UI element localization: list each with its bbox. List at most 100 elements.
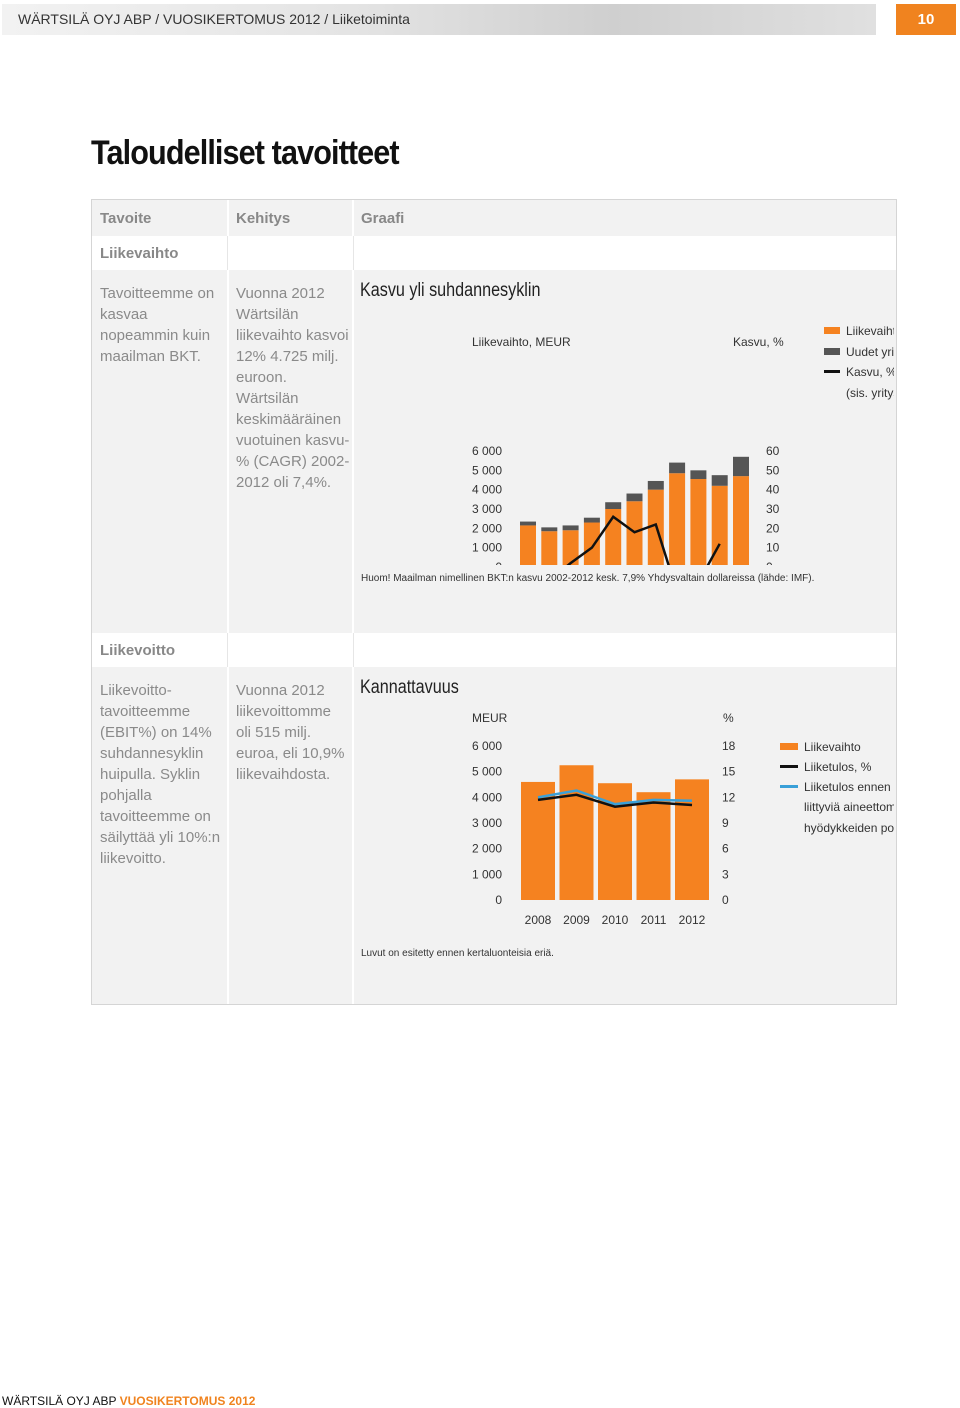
chart2-y-tick: 3 000 bbox=[472, 816, 502, 830]
chart1-y-tick: 0 bbox=[495, 560, 502, 565]
chart2-y2-tick: 6 bbox=[722, 842, 729, 856]
chart1-bar bbox=[583, 522, 600, 565]
chart2-y-tick: 1 000 bbox=[472, 867, 502, 881]
chart1-y-tick: 4 000 bbox=[472, 483, 502, 497]
chart2-y-tick: 0 bbox=[495, 893, 502, 907]
section-title-revenue: Liikevaihto bbox=[100, 245, 179, 262]
chart1-bar bbox=[711, 485, 728, 565]
chart2-bar bbox=[636, 792, 671, 900]
progress-text-revenue: Vuonna 2012 Wärtsilän liikevaihto kasvoi… bbox=[236, 285, 350, 491]
section-title-ebit: Liikevoitto bbox=[100, 642, 176, 659]
chart1-bar-acquisition bbox=[733, 456, 749, 477]
growth-chart: Liikevaihto, MEUR Kasvu, % 6 000 5 000 4 000… bbox=[472, 324, 894, 565]
chart1-y2-tick: 50 bbox=[766, 463, 780, 477]
chart1-bar bbox=[541, 531, 558, 565]
footer-report: VUOSIKERTOMUS 2012 bbox=[119, 1394, 256, 1408]
chart1-y2-tick: 30 bbox=[766, 502, 780, 516]
chart1-bar-acquisition bbox=[647, 480, 664, 490]
chart2-y2-label: % bbox=[723, 711, 734, 725]
legend-swatch-acquisitions bbox=[824, 348, 840, 355]
chart2-bar bbox=[559, 765, 594, 900]
chart1-bar-acquisition bbox=[520, 521, 536, 526]
chart1-y-tick: 2 000 bbox=[472, 521, 502, 535]
column-header-chart: Graafi bbox=[361, 210, 405, 227]
chart2-legend-label: Liiketulos ennen yritysostoihin bbox=[804, 780, 894, 794]
footer-company: WÄRTSILÄ OYJ ABP bbox=[2, 1394, 117, 1408]
chart1-y2-tick: 10 bbox=[766, 541, 780, 555]
chart1-bar bbox=[733, 476, 749, 565]
chart2-legend-label: Liikevaihto bbox=[804, 740, 861, 754]
legend-label-growth-note: (sis. yritysostot) bbox=[846, 386, 894, 400]
legend-swatch-revenue bbox=[824, 327, 840, 334]
page-title: Taloudelliset tavoitteet bbox=[91, 134, 400, 172]
progress-text-ebit: Vuonna 2012 liikevoittomme oli 515 milj.… bbox=[236, 682, 345, 783]
chart2-y-tick: 5 000 bbox=[472, 765, 502, 779]
chart1-growth-line bbox=[566, 514, 721, 565]
profitability-chart: MEUR % 6 000 5 000 4 000 3 000 2 000 1 000 0 18 15… bbox=[472, 711, 894, 927]
chart1-bar-acquisition bbox=[562, 525, 579, 531]
chart2-x-tick: 2008 bbox=[525, 913, 552, 927]
chart2-y-tick: 4 000 bbox=[472, 790, 502, 804]
chart1-y2-label: Kasvu, % bbox=[733, 335, 784, 349]
chart1-bar-acquisition bbox=[626, 493, 643, 502]
goal-text-ebit: Liikevoitto-tavoitteemme (EBIT%) on 14% … bbox=[100, 682, 221, 867]
header-bar: WÄRTSILÄ OYJ ABP / VUOSIKERTOMUS 2012 / … bbox=[2, 4, 876, 35]
chart1-bar-acquisition bbox=[541, 527, 558, 532]
chart2-legend-label: Liiketulos, % bbox=[804, 760, 872, 774]
chart2-legend-label: liittyviä aineettomien bbox=[804, 800, 894, 814]
page-number: 10 bbox=[896, 4, 956, 35]
chart1-y2-tick: 60 bbox=[766, 444, 780, 458]
chart2-legend-label: hyödykkeiden poistoja, % bbox=[804, 821, 894, 835]
column-header-progress: Kehitys bbox=[236, 210, 291, 227]
section-row-bg bbox=[92, 633, 896, 667]
chart1-y2-tick: 0 bbox=[766, 560, 773, 565]
chart1-y2-tick: 20 bbox=[766, 521, 780, 535]
legend-swatch-ebita bbox=[780, 785, 798, 788]
legend-swatch-ebit bbox=[780, 765, 798, 768]
chart2-ebita-line bbox=[537, 789, 693, 806]
chart1-bar-acquisition bbox=[669, 462, 686, 474]
chart2-y2-tick: 0 bbox=[722, 893, 729, 907]
column-header-goal: Tavoite bbox=[100, 210, 152, 227]
objectives-table: Tavoite Kehitys Graafi Liikevaihto Tavoi… bbox=[91, 199, 897, 1005]
chart1-bar-acquisition bbox=[605, 502, 622, 509]
legend-swatch-revenue bbox=[780, 743, 798, 750]
chart2-title: Kannattavuus bbox=[360, 677, 459, 698]
chart2-y2-tick: 15 bbox=[722, 765, 736, 779]
chart1-bar bbox=[520, 525, 536, 565]
legend-label-growth: Kasvu, % bbox=[846, 365, 894, 379]
chart2-y-tick: 6 000 bbox=[472, 739, 502, 753]
chart2-x-tick: 2009 bbox=[563, 913, 590, 927]
section-row-bg bbox=[92, 236, 896, 270]
legend-label-acquisitions: Uudet yritysostot bbox=[846, 345, 894, 359]
chart2-y-tick: 2 000 bbox=[472, 842, 502, 856]
chart2-x-tick: 2011 bbox=[641, 913, 667, 927]
chart1-bar bbox=[562, 530, 579, 565]
chart2-x-tick: 2010 bbox=[602, 913, 629, 927]
chart1-y-label: Liikevaihto, MEUR bbox=[472, 335, 571, 349]
chart2-y2-tick: 18 bbox=[722, 739, 736, 753]
chart2-y2-tick: 12 bbox=[722, 790, 736, 804]
chart1-y-tick: 3 000 bbox=[472, 502, 502, 516]
chart2-y2-tick: 9 bbox=[722, 816, 729, 830]
chart1-bar-acquisition bbox=[711, 475, 728, 486]
chart2-y-label: MEUR bbox=[472, 711, 508, 725]
chart2-x-tick: 2012 bbox=[679, 913, 706, 927]
chart1-bar bbox=[690, 479, 707, 565]
goal-text-revenue: Tavoitteemme on kasvaa nopeammin kuin ma… bbox=[100, 285, 215, 365]
legend-label-revenue: Liikevaihto bbox=[846, 324, 894, 338]
chart1-bar-acquisition bbox=[583, 517, 600, 523]
legend-swatch-growth bbox=[824, 370, 840, 373]
chart1-note: Huom! Maailman nimellinen BKT:n kasvu 20… bbox=[361, 573, 815, 584]
chart2-y2-tick: 3 bbox=[722, 867, 729, 881]
chart1-y2-tick: 40 bbox=[766, 483, 780, 497]
chart1-bar-acquisition bbox=[690, 470, 707, 480]
chart2-ebit-line bbox=[537, 793, 693, 809]
breadcrumb: WÄRTSILÄ OYJ ABP / VUOSIKERTOMUS 2012 / … bbox=[18, 11, 410, 27]
chart1-y-tick: 6 000 bbox=[472, 444, 502, 458]
chart2-bar bbox=[675, 779, 709, 900]
chart1-y-tick: 1 000 bbox=[472, 541, 502, 555]
footer: WÄRTSILÄ OYJ ABP VUOSIKERTOMUS 2012 bbox=[2, 1394, 255, 1408]
chart2-bar bbox=[521, 781, 555, 900]
chart2-note: Luvut on esitetty ennen kertaluonteisia … bbox=[361, 948, 554, 959]
